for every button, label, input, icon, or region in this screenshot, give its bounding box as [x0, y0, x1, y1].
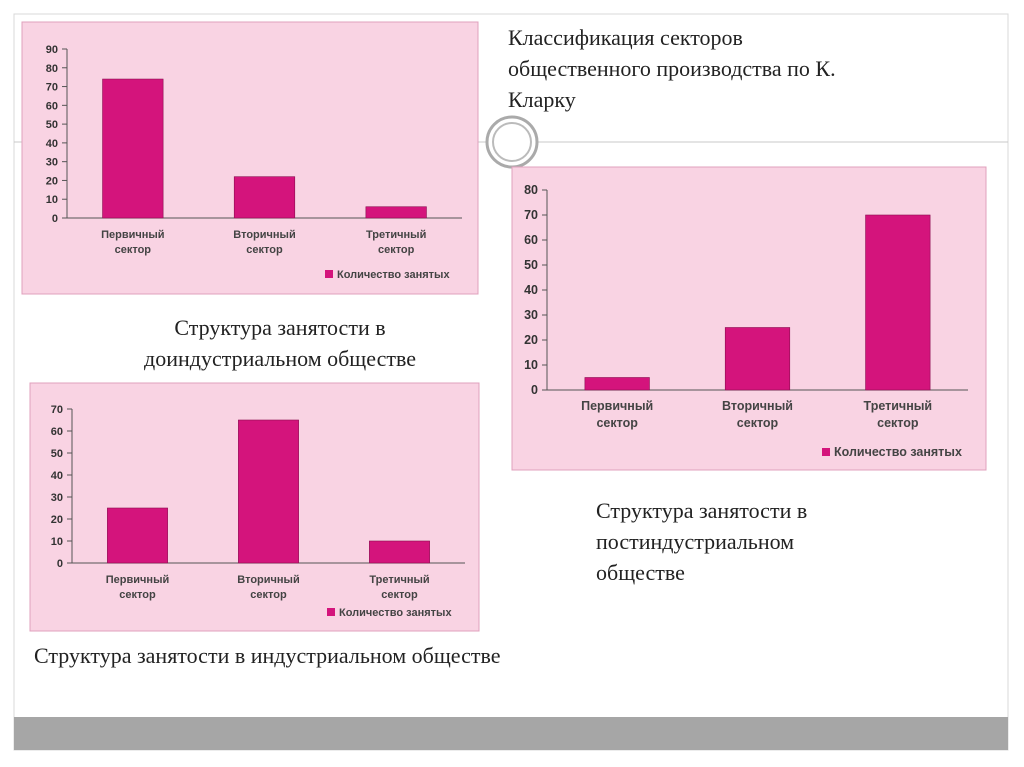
- legend-swatch: [325, 270, 333, 278]
- caption: Структура занятости в постиндустриальном…: [596, 498, 808, 585]
- y-tick-label: 60: [524, 233, 538, 247]
- y-tick-label: 10: [51, 536, 63, 548]
- bar: [365, 206, 427, 219]
- y-tick-label: 60: [51, 426, 63, 438]
- y-tick-label: 20: [46, 175, 58, 187]
- y-tick-label: 0: [57, 558, 63, 570]
- y-tick-label: 90: [46, 44, 58, 56]
- bar: [238, 419, 299, 564]
- x-tick-label: Вторичный сектор: [722, 399, 793, 430]
- bar: [865, 214, 931, 391]
- x-tick-label: Третичный сектор: [369, 574, 429, 601]
- y-tick-label: 10: [524, 358, 538, 372]
- bar: [369, 540, 430, 564]
- y-tick-label: 0: [531, 383, 538, 397]
- y-tick-label: 20: [51, 514, 63, 526]
- y-tick-label: 70: [524, 208, 538, 222]
- bar: [233, 176, 296, 219]
- y-tick-label: 30: [524, 308, 538, 322]
- y-tick-label: 40: [46, 138, 58, 150]
- y-tick-label: 70: [46, 82, 58, 94]
- y-tick-label: 10: [46, 194, 58, 206]
- y-tick-label: 80: [524, 183, 538, 197]
- legend-label: Количество занятых: [337, 269, 450, 281]
- x-tick-label: Первичный сектор: [101, 229, 164, 256]
- bar: [724, 327, 791, 391]
- y-tick-label: 0: [52, 213, 58, 225]
- y-tick-label: 30: [51, 492, 63, 504]
- caption: Структура занятости в индустриальном общ…: [34, 643, 501, 668]
- y-tick-label: 40: [51, 470, 63, 482]
- x-tick-label: Третичный сектор: [366, 229, 426, 256]
- bar: [584, 377, 650, 391]
- y-tick-label: 80: [46, 63, 58, 75]
- x-tick-label: Первичный сектор: [106, 574, 169, 601]
- y-tick-label: 70: [51, 404, 63, 416]
- caption: Структура занятости в доиндустриальном о…: [144, 315, 416, 371]
- bar: [102, 78, 164, 219]
- y-tick-label: 40: [524, 283, 538, 297]
- slide-title: Классификация секторов общественного про…: [508, 25, 836, 112]
- y-tick-label: 50: [51, 448, 63, 460]
- bar: [107, 507, 168, 564]
- y-tick-label: 60: [46, 100, 58, 112]
- chart-panel: [21, 21, 479, 295]
- x-tick-label: Вторичный сектор: [237, 574, 299, 601]
- x-tick-label: Третичный сектор: [864, 399, 933, 430]
- y-tick-label: 50: [46, 119, 58, 131]
- legend-swatch: [822, 448, 830, 456]
- ornament: [492, 122, 532, 162]
- footer-bar: [14, 717, 1008, 750]
- x-tick-label: Вторичный сектор: [233, 229, 295, 256]
- legend-swatch: [327, 608, 335, 616]
- x-tick-label: Первичный сектор: [581, 399, 653, 430]
- y-tick-label: 30: [46, 157, 58, 169]
- y-tick-label: 20: [524, 333, 538, 347]
- legend-label: Количество занятых: [834, 445, 962, 459]
- legend-label: Количество занятых: [339, 607, 452, 619]
- y-tick-label: 50: [524, 258, 538, 272]
